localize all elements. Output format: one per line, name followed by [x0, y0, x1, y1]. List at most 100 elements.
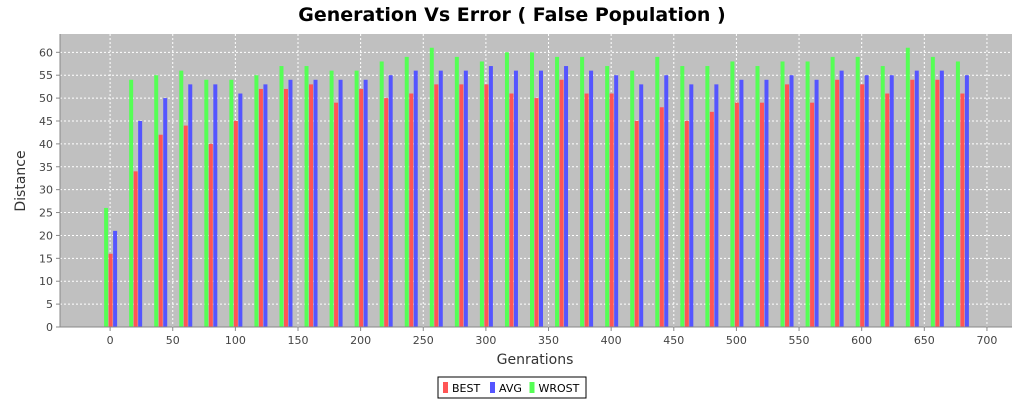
- bar-avg: [914, 70, 919, 327]
- bar-wrost: [730, 61, 735, 327]
- y-tick-label: 35: [39, 161, 53, 174]
- bar-wrost: [530, 52, 534, 327]
- bar-best: [684, 120, 689, 327]
- legend-box: [437, 376, 587, 399]
- bar-avg: [138, 120, 143, 327]
- bar-wrost: [379, 61, 384, 327]
- bar-avg: [488, 66, 493, 327]
- bar-avg: [764, 79, 769, 327]
- bar-wrost: [429, 47, 434, 327]
- bar-wrost: [905, 47, 910, 327]
- bar-wrost: [304, 66, 309, 327]
- y-axis-label: Distance: [13, 150, 29, 211]
- x-tick-label: 350: [538, 334, 559, 347]
- bar-wrost: [880, 66, 885, 327]
- bar-avg: [639, 84, 644, 327]
- bar-wrost: [179, 70, 184, 327]
- bar-best: [534, 98, 539, 327]
- bar-best: [709, 111, 714, 327]
- bar-best: [108, 253, 113, 327]
- bar-avg: [438, 70, 443, 327]
- bar-avg: [338, 79, 343, 327]
- bar-best: [659, 107, 664, 327]
- x-tick-label: 200: [350, 334, 371, 347]
- y-tick-label: 15: [39, 252, 53, 265]
- bar-avg: [238, 93, 243, 327]
- bar-wrost: [705, 66, 710, 327]
- bar-avg: [288, 79, 293, 327]
- bar-wrost: [229, 79, 234, 327]
- bar-best: [860, 84, 865, 327]
- bar-best: [734, 102, 739, 327]
- bar-best: [835, 79, 840, 327]
- bar-avg: [964, 75, 969, 327]
- bar-wrost: [279, 66, 284, 327]
- bar-avg: [113, 230, 118, 327]
- bar-best: [759, 102, 764, 327]
- bar-best: [384, 98, 389, 327]
- legend-swatch-best: [443, 382, 448, 393]
- bar-avg: [163, 98, 168, 327]
- bar-wrost: [254, 75, 259, 327]
- bar-best: [258, 88, 263, 327]
- bar-avg: [213, 84, 218, 327]
- bar-wrost: [580, 56, 585, 327]
- x-tick-label: 0: [107, 334, 114, 347]
- bar-avg: [413, 70, 418, 327]
- bar-best: [559, 79, 564, 327]
- bar-wrost: [830, 56, 835, 327]
- bar-avg: [614, 75, 619, 327]
- legend-swatch-wrost: [529, 382, 535, 393]
- bar-wrost: [104, 207, 109, 327]
- bar-avg: [539, 70, 543, 327]
- y-tick-label: 60: [39, 46, 53, 59]
- bar-wrost: [204, 79, 209, 327]
- bar-wrost: [129, 79, 134, 327]
- bar-avg: [739, 79, 744, 327]
- legend-label-avg: AVG: [499, 382, 522, 395]
- bar-best: [183, 125, 188, 327]
- bar-wrost: [329, 70, 334, 327]
- bar-best: [785, 84, 790, 327]
- bar-wrost: [655, 56, 660, 327]
- bar-best: [509, 93, 514, 327]
- bar-avg: [263, 84, 268, 327]
- bar-best: [459, 84, 464, 327]
- bar-wrost: [605, 66, 610, 327]
- legend-label-best: BEST: [452, 382, 480, 395]
- bar-best: [208, 143, 213, 327]
- x-tick-label: 150: [288, 334, 309, 347]
- bar-best: [309, 84, 314, 327]
- y-tick-label: 30: [39, 184, 53, 197]
- x-axis-ticks: 0 50 100 150 200 250 300 350 400 450 500 550 600 650 7…: [107, 327, 997, 347]
- y-axis-ticks: 0 5 10 15 20 25 30 35 40 45 50 55 60: [39, 46, 60, 334]
- y-tick-label: 5: [46, 298, 53, 311]
- y-tick-label: 20: [39, 229, 53, 242]
- bar-avg: [463, 70, 468, 327]
- bar-avg: [513, 70, 518, 327]
- bar-wrost: [555, 56, 560, 327]
- bar-wrost: [680, 66, 685, 327]
- legend: BEST AVG WROST: [437, 376, 587, 399]
- bar-avg: [188, 84, 193, 327]
- y-tick-label: 40: [39, 138, 53, 151]
- x-tick-label: 550: [789, 334, 810, 347]
- bar-wrost: [855, 56, 860, 327]
- bar-best: [634, 120, 639, 327]
- bar-wrost: [805, 61, 810, 327]
- bar-wrost: [479, 61, 484, 327]
- x-tick-label: 250: [413, 334, 434, 347]
- bar-best: [434, 84, 439, 327]
- bar-best: [409, 93, 414, 327]
- bar-avg: [789, 75, 794, 327]
- bar-best: [584, 93, 589, 327]
- y-tick-label: 50: [39, 92, 53, 105]
- bar-wrost: [955, 61, 960, 327]
- bar-wrost: [454, 56, 459, 327]
- bar-wrost: [780, 61, 785, 327]
- bar-avg: [664, 75, 669, 327]
- y-tick-label: 25: [39, 207, 53, 220]
- bar-best: [484, 84, 489, 327]
- bar-best: [910, 79, 915, 327]
- bar-avg: [564, 66, 569, 327]
